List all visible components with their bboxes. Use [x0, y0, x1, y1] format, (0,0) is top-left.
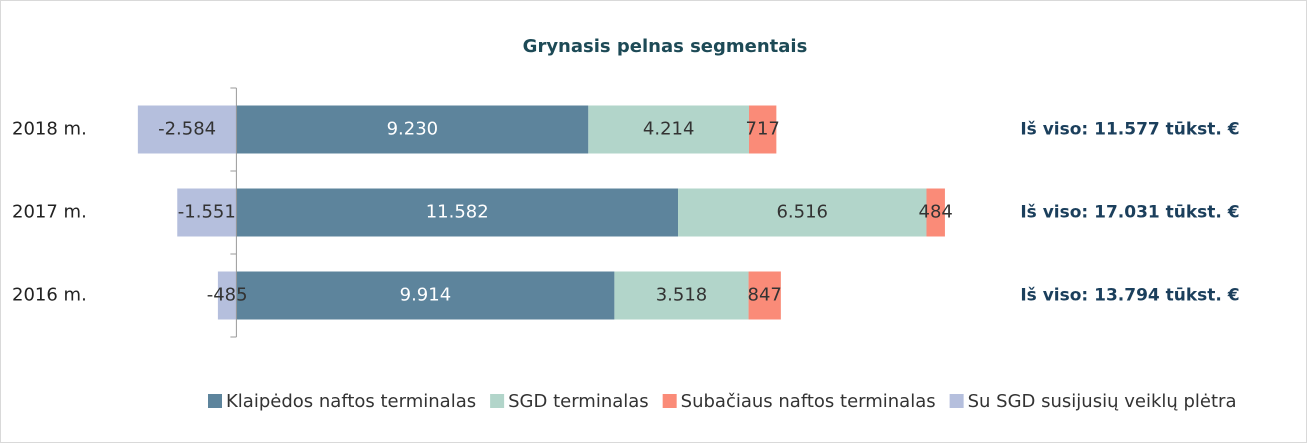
- data-label: -2.584: [158, 119, 216, 140]
- bar-segment: [614, 271, 749, 320]
- bar-segment: [749, 105, 777, 154]
- bar-segment: [236, 271, 615, 320]
- legend-swatch: [490, 394, 505, 408]
- bar-segment: [236, 105, 589, 154]
- data-label: -1.551: [178, 202, 236, 223]
- chart-title: Grynasis pelnas segmentais: [523, 36, 808, 57]
- bar-segment: [588, 105, 750, 154]
- total-annotation: Iš viso: 13.794 tūkst. €: [1020, 286, 1239, 306]
- y-tick-label: 2016 m.: [12, 285, 87, 306]
- legend-label: SGD terminalas: [508, 391, 649, 412]
- data-label: 484: [919, 202, 953, 223]
- legend-label: Klaipėdos naftos terminalas: [226, 391, 476, 412]
- data-label: 9.914: [400, 285, 452, 306]
- legend-label: Su SGD susijusių veiklų plėtra: [968, 391, 1237, 412]
- y-tick-label: 2018 m.: [12, 119, 87, 140]
- y-tick-label: 2017 m.: [12, 202, 87, 223]
- bar-segment: [177, 188, 237, 237]
- legend-swatch: [208, 394, 222, 408]
- data-label: 11.582: [426, 202, 489, 223]
- data-label: 3.518: [656, 285, 708, 306]
- data-label: 847: [748, 285, 782, 306]
- total-annotation: Iš viso: 11.577 tūkst. €: [1020, 120, 1239, 140]
- data-label: -485: [207, 285, 248, 306]
- total-annotation: Iš viso: 17.031 tūkst. €: [1020, 203, 1239, 223]
- bar-segment: [217, 271, 237, 320]
- legend-swatch: [662, 394, 677, 408]
- bar-segment: [678, 188, 927, 237]
- legend-label: Subačiaus naftos terminalas: [681, 391, 936, 412]
- bar-segment: [748, 271, 781, 320]
- data-label: 6.516: [776, 202, 828, 223]
- bar-segment: [236, 188, 679, 237]
- data-label: 717: [746, 119, 780, 140]
- bar-segment: [926, 188, 945, 237]
- data-label: 4.214: [643, 119, 695, 140]
- data-label: 9.230: [387, 119, 439, 140]
- bar-segment: [137, 105, 237, 154]
- legend-swatch: [949, 394, 964, 408]
